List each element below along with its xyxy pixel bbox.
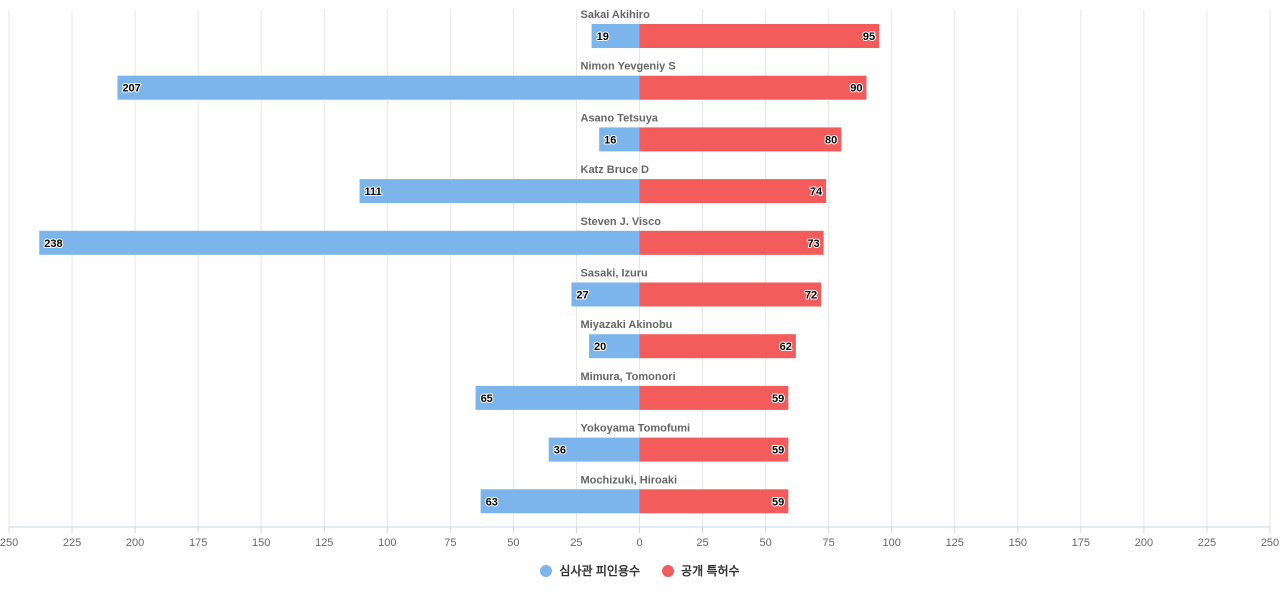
x-tick-label: 175 [1072,537,1090,549]
bar-layer [39,24,880,514]
data-label-series-0: 27 [576,290,588,302]
data-label-series-0: 238 [44,238,62,250]
x-tick-label: 25 [696,537,708,549]
data-label-series-0: 207 [122,83,140,95]
data-label-series-1: 80 [825,134,837,146]
label-layer: Sakai Akihiro 19 95 Nimon Yevgeniy S 207 90 As… [43,9,876,509]
bar-series-1[interactable] [639,282,822,307]
x-tick-label: 150 [1009,537,1027,549]
bar-series-1[interactable] [639,437,789,462]
bar-series-1[interactable] [639,385,789,410]
data-label-series-1: 72 [805,290,817,302]
bar-series-0[interactable] [475,385,640,410]
data-label-series-0: 16 [604,134,616,146]
diverging-bar-chart: Sakai Akihiro 19 95 Nimon Yevgeniy S 207 90 As… [0,9,1279,549]
bar-series-1[interactable] [639,489,789,514]
bar-series-0[interactable] [548,437,640,462]
data-label-series-0: 36 [554,445,566,457]
bar-series-1[interactable] [639,24,880,48]
x-tick-label: 100 [883,537,901,549]
x-tick-label: 100 [378,537,396,549]
data-label-series-1: 59 [772,393,784,405]
legend-label-series-1: 공개 특허수 [681,564,740,578]
bar-series-1[interactable] [639,127,842,152]
x-tick-label: 75 [444,537,456,549]
data-label-series-1: 59 [772,496,784,508]
x-tick-label: 125 [315,537,333,549]
category-label: Steven J. Visco [581,216,662,228]
category-label: Asano Tetsuya [581,112,659,124]
bar-series-1[interactable] [639,179,827,204]
bar-series-0[interactable] [117,75,640,100]
x-tick-label: 0 [636,537,642,549]
data-label-series-1: 90 [850,83,862,95]
data-label-series-1: 62 [780,341,792,353]
category-label: Sasaki, Izuru [581,268,648,280]
x-tick-label: 75 [823,537,835,549]
data-label-series-0: 63 [486,496,498,508]
x-tick-label: 150 [252,537,270,549]
data-label-series-1: 95 [863,31,875,43]
x-tick-label: 50 [507,537,519,549]
legend-item-series-0[interactable]: 심사관 피인용수 [540,562,640,579]
data-label-series-1: 73 [807,238,819,250]
category-label: Miyazaki Akinobu [581,319,673,331]
legend-swatch-series-0 [540,564,553,577]
legend-label-series-0: 심사관 피인용수 [559,564,641,578]
data-label-series-0: 19 [597,31,609,43]
data-label-series-0: 20 [594,341,606,353]
category-label: Yokoyama Tomofumi [581,423,691,435]
bar-series-1[interactable] [639,75,867,100]
x-tick-label: 175 [189,537,207,549]
legend: 심사관 피인용수 공개 특허수 [0,562,1280,579]
bar-series-0[interactable] [571,282,640,307]
legend-swatch-series-1 [662,564,675,577]
data-label-series-0: 111 [365,186,382,198]
bar-series-1[interactable] [639,230,824,255]
x-tick-label: 200 [126,537,144,549]
category-label: Nimon Yevgeniy S [581,61,676,73]
bar-series-0[interactable] [480,489,640,514]
bar-series-0[interactable] [589,334,640,359]
x-tick-label: 225 [63,537,81,549]
category-label: Sakai Akihiro [581,9,651,21]
bar-series-0[interactable] [39,230,640,255]
bar-series-1[interactable] [639,334,796,359]
x-tick-label: 125 [946,537,964,549]
bar-series-0[interactable] [359,179,640,204]
x-axis: 250 225 200 175 150 125 100 75 50 25 0 25 50 75 100 125… [0,526,1279,549]
x-tick-label: 25 [570,537,582,549]
data-label-series-1: 59 [772,445,784,457]
x-tick-label: 250 [1261,537,1279,549]
data-label-series-1: 74 [810,186,823,198]
category-label: Mimura, Tomonori [581,371,676,383]
bar-series-0[interactable] [591,24,640,48]
x-tick-label: 225 [1198,537,1216,549]
legend-item-series-1[interactable]: 공개 특허수 [662,562,740,579]
data-label-series-0: 65 [481,393,493,405]
x-tick-label: 50 [759,537,771,549]
category-label: Mochizuki, Hiroaki [581,474,678,486]
category-label: Katz Bruce D [581,164,650,176]
x-tick-label: 200 [1135,537,1153,549]
x-tick-label: 250 [0,537,18,549]
bar-series-0[interactable] [599,127,640,152]
